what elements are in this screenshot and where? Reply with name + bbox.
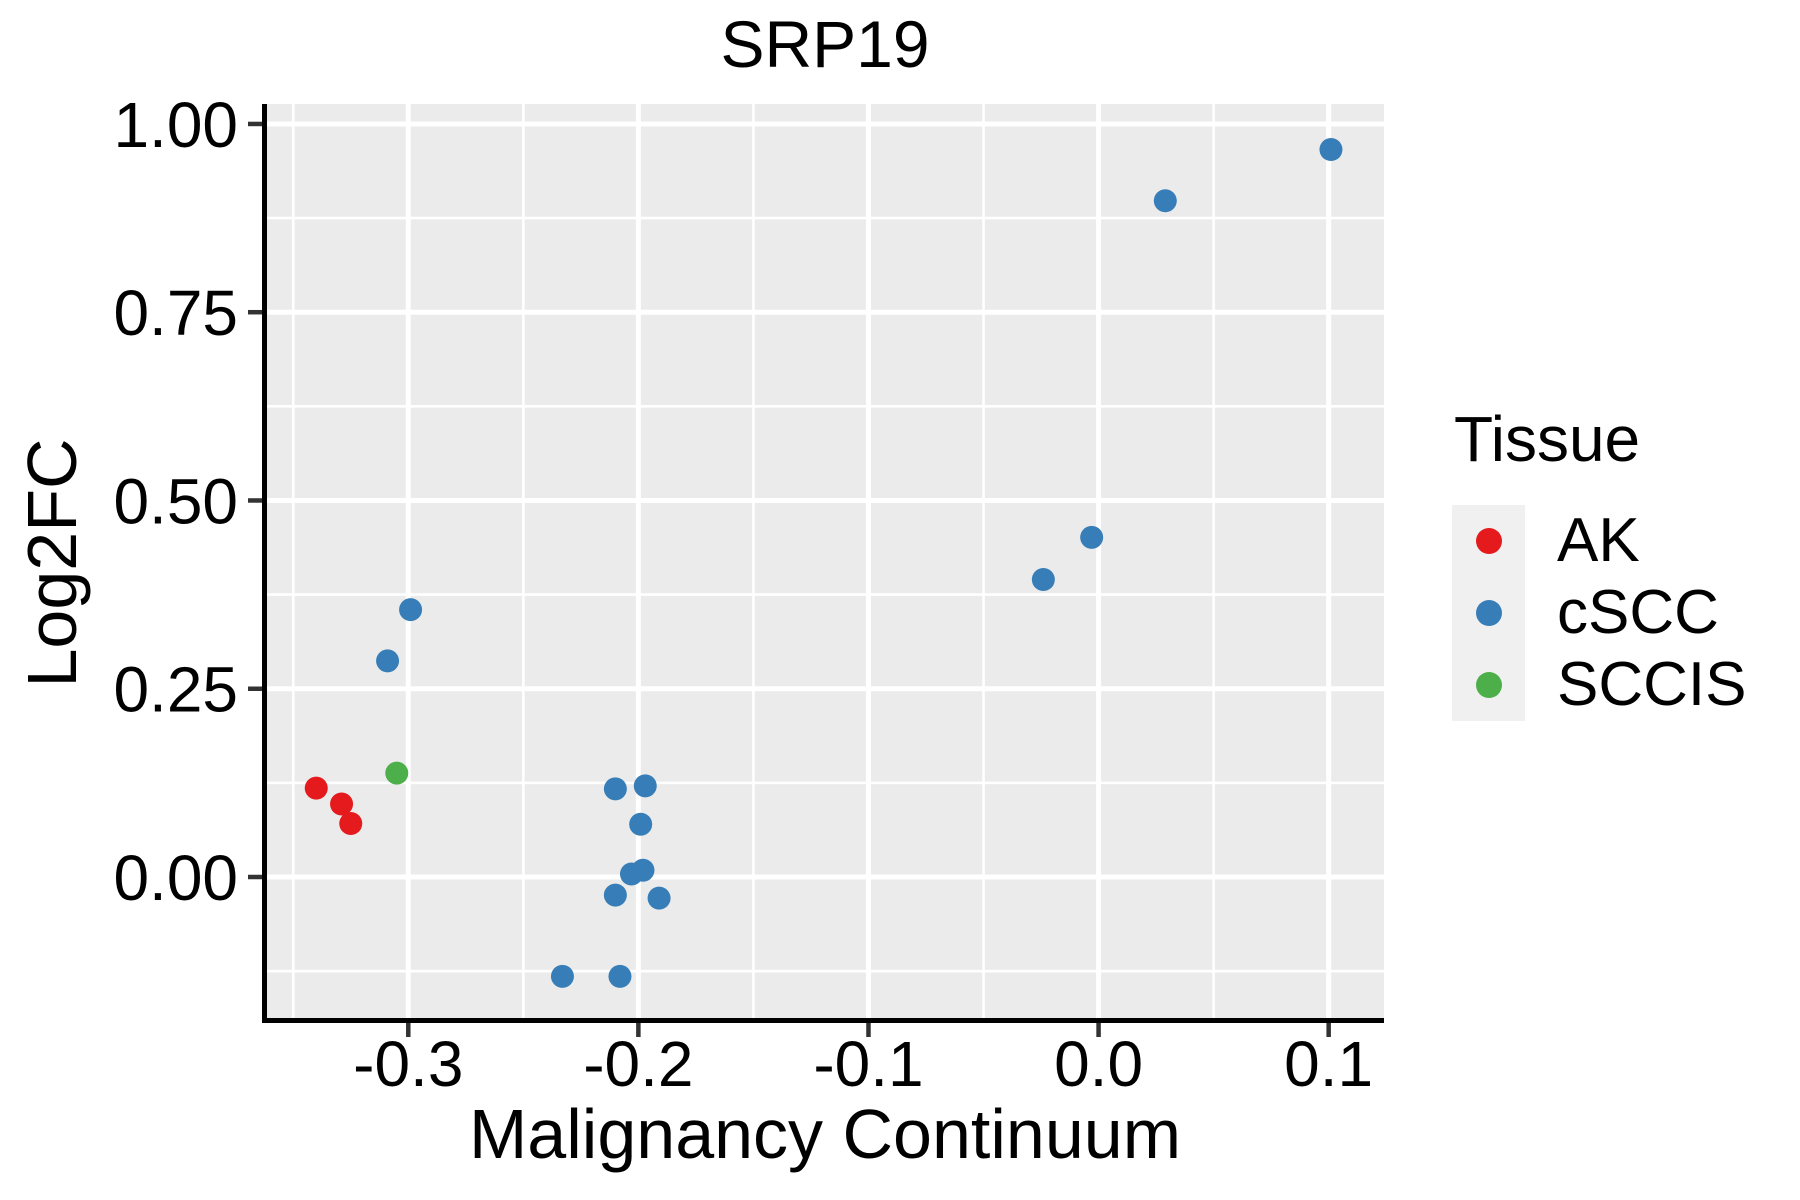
data-point-ak bbox=[339, 812, 363, 836]
x-tick-label: -0.2 bbox=[583, 1028, 693, 1100]
legend-key bbox=[1452, 648, 1525, 721]
data-point-cscc bbox=[399, 598, 423, 622]
data-point-cscc bbox=[1319, 138, 1343, 162]
panel-background bbox=[267, 104, 1384, 1018]
data-point-cscc bbox=[603, 883, 627, 907]
data-point-ak bbox=[330, 792, 354, 816]
legend-dot-sccis bbox=[1475, 671, 1502, 698]
x-tick-label: 0.1 bbox=[1284, 1028, 1373, 1100]
y-tick-label: 0.25 bbox=[113, 654, 238, 726]
x-tick-label: 0.0 bbox=[1054, 1028, 1143, 1100]
data-point-ak bbox=[304, 776, 328, 800]
data-point-cscc bbox=[629, 812, 653, 836]
y-tick-label: 1.00 bbox=[113, 89, 238, 161]
legend-title: Tissue bbox=[1454, 403, 1641, 475]
legend-items: AK cSCC SCCIS bbox=[1452, 504, 1747, 721]
legend-item-cscc: cSCC bbox=[1452, 576, 1746, 649]
data-point-cscc bbox=[1080, 525, 1104, 549]
legend-item-sccis: SCCIS bbox=[1452, 648, 1747, 721]
data-point-cscc bbox=[603, 777, 627, 801]
x-tick-label: -0.3 bbox=[353, 1028, 463, 1100]
x-axis-label: Malignancy Continuum bbox=[468, 1095, 1182, 1173]
y-tick-label: 0.75 bbox=[113, 277, 238, 349]
legend-item-ak: AK bbox=[1452, 504, 1746, 577]
data-point-cscc bbox=[633, 774, 657, 798]
data-point-cscc bbox=[550, 964, 574, 988]
y-tick-label: 0.00 bbox=[113, 842, 238, 914]
legend-item-label: AK bbox=[1557, 505, 1640, 575]
legend-item-label: SCCIS bbox=[1557, 649, 1747, 719]
data-point-sccis bbox=[385, 761, 409, 785]
legend-key bbox=[1452, 576, 1525, 649]
data-point-cscc bbox=[608, 964, 632, 988]
x-tick-label: -0.1 bbox=[813, 1028, 923, 1100]
legend-dot-cscc bbox=[1475, 599, 1502, 626]
y-tick-label: 0.50 bbox=[113, 465, 238, 537]
data-point-cscc bbox=[1031, 568, 1055, 592]
legend-key bbox=[1452, 504, 1525, 577]
legend-item-label: cSCC bbox=[1557, 577, 1719, 647]
data-point-cscc bbox=[631, 858, 655, 882]
chart-title: SRP19 bbox=[720, 7, 930, 81]
data-point-cscc bbox=[376, 649, 400, 673]
data-point-cscc bbox=[647, 886, 671, 910]
data-point-cscc bbox=[1153, 189, 1177, 213]
legend-dot-ak bbox=[1475, 527, 1502, 554]
legend: Tissue AK cSCC SCCIS bbox=[1452, 403, 1746, 721]
